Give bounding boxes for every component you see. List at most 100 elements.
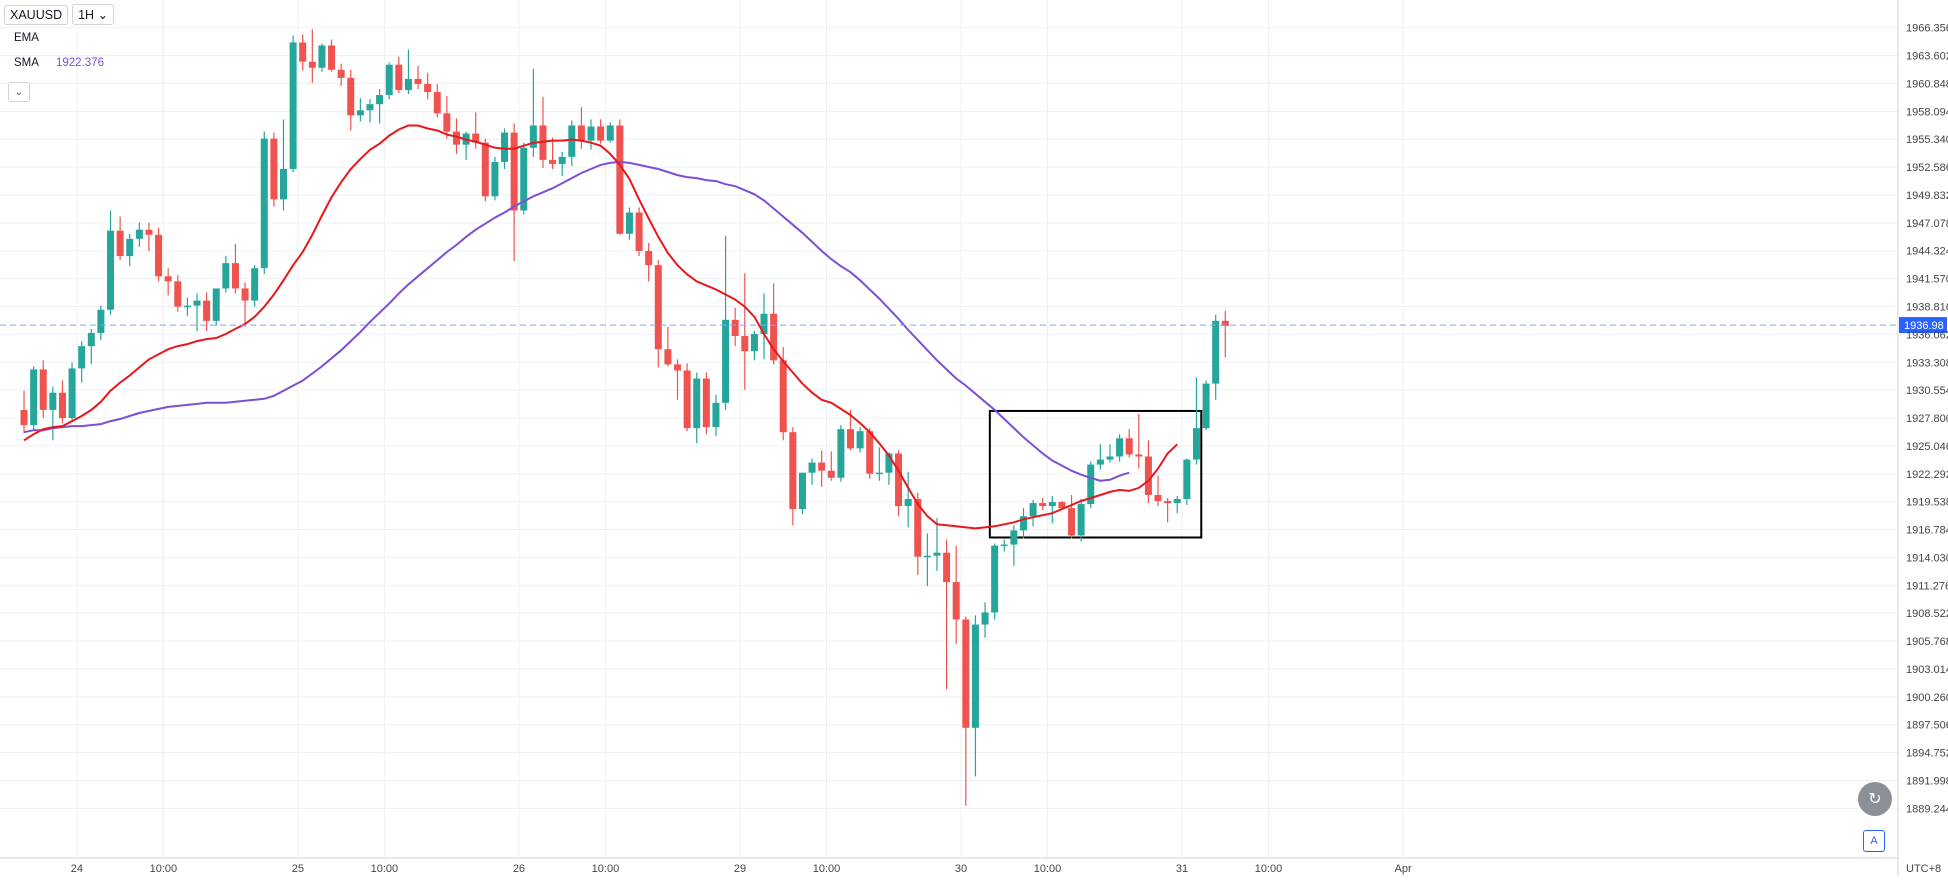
candle[interactable]	[49, 386, 57, 441]
candle[interactable]	[1019, 508, 1027, 539]
symbol-label[interactable]: XAUUSD	[4, 4, 69, 25]
candle[interactable]	[1039, 498, 1047, 511]
candle[interactable]	[260, 131, 268, 275]
candle[interactable]	[279, 119, 287, 211]
candle[interactable]	[1058, 501, 1066, 510]
candle[interactable]	[462, 131, 470, 160]
candle[interactable]	[347, 69, 355, 131]
candle[interactable]	[856, 427, 864, 453]
candle[interactable]	[20, 390, 28, 434]
candle[interactable]	[808, 458, 816, 485]
candle[interactable]	[1221, 310, 1229, 358]
candle[interactable]	[846, 409, 854, 451]
candle[interactable]	[424, 72, 432, 100]
candle[interactable]	[760, 293, 768, 360]
candle[interactable]	[971, 615, 979, 777]
candle[interactable]	[270, 132, 278, 207]
candle[interactable]	[155, 227, 163, 282]
candle[interactable]	[770, 283, 778, 365]
candle[interactable]	[914, 492, 922, 575]
indicator-sma-row[interactable]: SMA 1922.376	[4, 50, 114, 75]
candle[interactable]	[1048, 495, 1056, 524]
candle[interactable]	[597, 119, 605, 144]
candle[interactable]	[818, 450, 826, 487]
candle[interactable]	[625, 207, 633, 240]
candle[interactable]	[1144, 440, 1152, 504]
candle[interactable]	[481, 138, 489, 202]
candle[interactable]	[981, 602, 989, 638]
candle[interactable]	[683, 363, 691, 432]
candle[interactable]	[1212, 314, 1220, 400]
candle[interactable]	[702, 372, 710, 435]
candle[interactable]	[885, 452, 893, 485]
candle[interactable]	[116, 216, 124, 261]
candle[interactable]	[606, 122, 614, 143]
candle[interactable]	[1087, 461, 1095, 509]
candle[interactable]	[30, 366, 38, 431]
candle[interactable]	[750, 330, 758, 361]
candle[interactable]	[722, 235, 730, 410]
candle[interactable]	[875, 447, 883, 481]
candle[interactable]	[991, 543, 999, 620]
candle[interactable]	[491, 156, 499, 201]
candle[interactable]	[520, 142, 528, 215]
candle[interactable]	[827, 451, 835, 481]
candle[interactable]	[741, 273, 749, 390]
candle[interactable]	[404, 49, 412, 95]
candle[interactable]	[654, 260, 662, 368]
interval-selector[interactable]: 1H ⌄	[72, 4, 115, 25]
candle[interactable]	[164, 268, 172, 296]
scroll-to-realtime-button[interactable]: ↻	[1858, 782, 1892, 816]
candle[interactable]	[933, 518, 941, 571]
candle[interactable]	[731, 307, 739, 347]
candle[interactable]	[328, 39, 336, 72]
candle[interactable]	[443, 96, 451, 139]
candle[interactable]	[97, 305, 105, 341]
candle[interactable]	[1135, 413, 1143, 469]
candle[interactable]	[923, 533, 931, 587]
candle[interactable]	[664, 326, 672, 367]
candle[interactable]	[1010, 525, 1018, 566]
candle[interactable]	[58, 380, 66, 424]
candle[interactable]	[212, 288, 220, 326]
candle[interactable]	[587, 119, 595, 150]
candle[interactable]	[510, 123, 518, 262]
candle[interactable]	[645, 242, 653, 282]
candle[interactable]	[674, 359, 682, 400]
candle[interactable]	[539, 97, 547, 168]
candle[interactable]	[895, 450, 903, 517]
candle[interactable]	[107, 210, 115, 315]
candle[interactable]	[1183, 458, 1191, 506]
candle[interactable]	[39, 360, 47, 419]
candle[interactable]	[203, 292, 211, 331]
candle[interactable]	[366, 99, 374, 123]
candle[interactable]	[616, 119, 624, 235]
candle[interactable]	[952, 545, 960, 644]
candle[interactable]	[241, 282, 249, 327]
candle[interactable]	[558, 151, 566, 177]
candle[interactable]	[568, 120, 576, 166]
candle[interactable]	[135, 222, 143, 247]
candle[interactable]	[174, 275, 182, 312]
candle[interactable]	[1192, 377, 1200, 465]
candle[interactable]	[126, 233, 134, 267]
candle[interactable]	[385, 62, 393, 100]
candle[interactable]	[289, 35, 297, 173]
candle[interactable]	[837, 425, 845, 482]
candle[interactable]	[414, 65, 422, 90]
candle[interactable]	[904, 471, 912, 528]
candle[interactable]	[222, 256, 230, 293]
candle[interactable]	[193, 293, 201, 331]
candle[interactable]	[577, 107, 585, 149]
candle[interactable]	[693, 372, 701, 444]
candle[interactable]	[943, 539, 951, 690]
candle[interactable]	[231, 243, 239, 294]
candle[interactable]	[1154, 475, 1162, 507]
candle[interactable]	[356, 98, 364, 122]
candle[interactable]	[1068, 494, 1076, 539]
candle[interactable]	[635, 207, 643, 257]
candle[interactable]	[433, 83, 441, 118]
candle[interactable]	[712, 394, 720, 437]
indicator-ema-row[interactable]: EMA	[4, 25, 114, 50]
